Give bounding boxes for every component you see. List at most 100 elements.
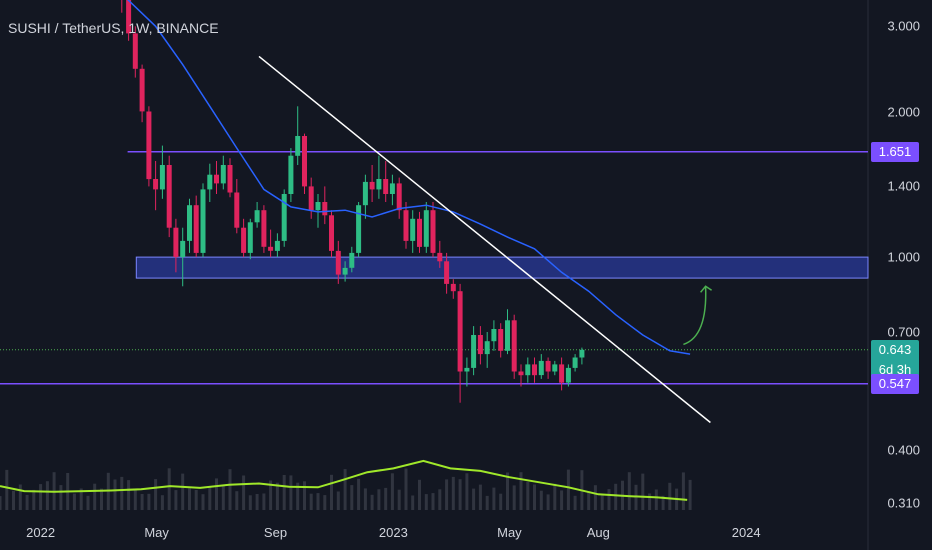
candle-body	[525, 364, 531, 376]
volume-bar	[160, 495, 164, 510]
volume-bar	[627, 472, 631, 510]
candle-body	[532, 364, 537, 376]
volume-bar	[533, 484, 536, 510]
volume-bar	[79, 488, 83, 510]
volume-bar	[397, 489, 401, 510]
moving-average-line	[127, 0, 691, 355]
y-tick-label: 0.310	[887, 495, 920, 511]
volume-bar	[133, 489, 137, 510]
candle-body	[572, 357, 578, 368]
candle-body	[545, 360, 551, 372]
volume-bar	[154, 479, 158, 510]
volume-bar	[587, 491, 591, 510]
volume-bar	[59, 485, 63, 510]
volume-bar	[600, 495, 604, 510]
volume-bar	[458, 479, 462, 510]
candle-body	[369, 181, 375, 190]
volume-bar	[100, 488, 103, 510]
volume-bar	[546, 494, 550, 510]
candle-body	[329, 215, 334, 251]
candle-body	[187, 205, 192, 241]
candle-body	[139, 68, 145, 112]
volume-bar	[181, 473, 185, 510]
volume-bar	[641, 473, 645, 510]
volume-bar	[316, 493, 320, 510]
candle-body	[579, 349, 585, 358]
candle-body	[444, 261, 450, 284]
x-tick-label: 2024	[731, 525, 761, 540]
volume-bar	[45, 481, 49, 510]
price-badge: 1.651	[871, 141, 919, 162]
volume-bar	[539, 490, 543, 510]
volume-bar	[512, 485, 516, 510]
candle-body	[403, 210, 409, 241]
candle-body	[261, 210, 267, 247]
price-badge-label: 0.547	[878, 375, 912, 391]
x-tick-label: 2022	[26, 525, 56, 540]
candle-body	[207, 174, 213, 190]
volume-bar	[573, 495, 577, 510]
volume-bar	[431, 493, 435, 510]
volume-bar	[478, 484, 482, 510]
volume-bar	[269, 480, 273, 510]
volume-bar	[445, 479, 449, 510]
volume-bar	[492, 487, 496, 510]
y-tick-label: 3.000	[887, 18, 920, 34]
candle-body	[491, 329, 497, 342]
candle-body	[417, 218, 422, 247]
volume-bar	[86, 495, 90, 510]
volume-bar	[221, 484, 225, 510]
candle-body	[376, 179, 382, 190]
volume-bar	[303, 481, 306, 510]
price-badge: 0.643 6d 3h	[871, 339, 919, 380]
volume-bar	[681, 472, 685, 510]
candle-body	[464, 367, 470, 372]
volume-bar	[25, 494, 29, 510]
candle-body	[383, 179, 389, 194]
candle-body	[193, 205, 199, 253]
candle-body	[153, 179, 159, 190]
volume-bar	[648, 493, 652, 510]
candle-body	[349, 252, 355, 268]
candle-body	[538, 360, 544, 376]
volume-bar	[343, 469, 347, 510]
candle-body	[457, 291, 463, 372]
volume-bar	[614, 483, 618, 510]
x-tick-label: 2023	[378, 525, 408, 540]
volume-bar	[174, 490, 178, 510]
candle-body	[146, 111, 152, 180]
candle-body	[281, 194, 287, 241]
volume-bar	[390, 473, 394, 510]
volume-bar	[661, 495, 665, 510]
candle-body	[173, 227, 179, 258]
volume-bar	[330, 474, 333, 510]
candle-body	[180, 240, 186, 258]
candle-body	[356, 205, 362, 253]
volume-bar	[72, 493, 76, 510]
candle-body	[254, 210, 260, 223]
volume-bar	[248, 495, 252, 510]
volume-bar	[438, 489, 442, 510]
candle-body	[308, 186, 314, 211]
candle-body	[484, 341, 490, 355]
volume-bar	[127, 480, 131, 510]
candle-body	[295, 136, 301, 156]
candle-body	[423, 210, 429, 247]
volume-bar	[418, 479, 421, 510]
volume-bar	[289, 475, 293, 510]
candle-body	[511, 320, 517, 372]
volume-bar	[519, 472, 523, 510]
candle-body	[214, 174, 219, 184]
candle-body	[437, 252, 443, 262]
candle-body	[477, 335, 483, 355]
chart-title: SUSHI / TetherUS, 1W, BINANCE	[8, 20, 219, 36]
candle-body	[315, 202, 321, 211]
volume-bar	[688, 479, 692, 510]
candle-body	[335, 250, 341, 275]
volume-bar	[188, 488, 191, 510]
volume-bar	[668, 482, 672, 510]
candle-body	[322, 202, 328, 216]
volume-bar	[228, 469, 232, 510]
candle-body	[274, 240, 280, 251]
trendline	[258, 55, 711, 424]
